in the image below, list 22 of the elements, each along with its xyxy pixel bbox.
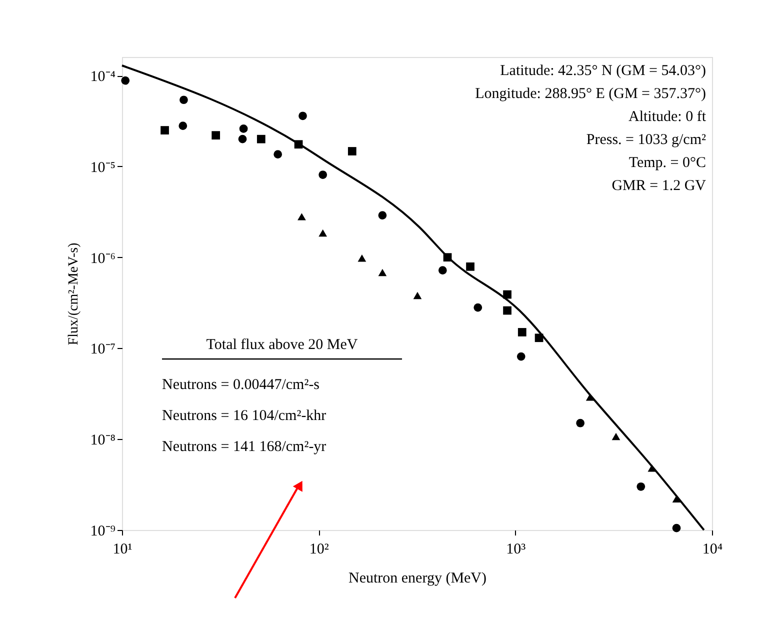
annotation: Neutrons = 0.00447/cm²-s — [162, 377, 320, 393]
annotation: GMR = 1.2 GV — [612, 178, 706, 194]
y-tick-label: 10⁻⁴ — [90, 69, 116, 86]
annotation: Temp. = 0°C — [628, 155, 706, 171]
y-tick-label: 10⁻⁸ — [90, 432, 116, 449]
y-tick-label: 10⁻⁶ — [90, 250, 116, 267]
x-tick-label: 10³ — [506, 542, 526, 558]
x-tick-label: 10¹ — [112, 542, 132, 558]
y-axis-title: Flux/(cm²-MeV-s) — [66, 242, 82, 346]
annotation: Altitude: 0 ft — [628, 109, 707, 125]
y-tick-label: 10⁻⁹ — [90, 524, 116, 540]
annotation: Longitude: 288.95° E (GM = 357.37°) — [475, 86, 706, 102]
annotation: Latitude: 42.35° N (GM = 54.03°) — [500, 63, 706, 79]
x-tick-label: 10⁴ — [702, 542, 723, 558]
x-tick-label: 10² — [309, 542, 330, 558]
y-tick-label: 10⁻⁵ — [90, 160, 116, 176]
annotation: Neutrons = 141 168/cm²-yr — [162, 439, 326, 455]
annotation: Total flux above 20 MeV — [206, 337, 358, 353]
annotation: Neutrons = 16 104/cm²-khr — [162, 408, 326, 424]
annotation: Press. = 1033 g/cm² — [586, 132, 706, 148]
x-axis-title: Neutron energy (MeV) — [348, 570, 487, 586]
y-tick-label: 10⁻⁷ — [90, 342, 116, 358]
